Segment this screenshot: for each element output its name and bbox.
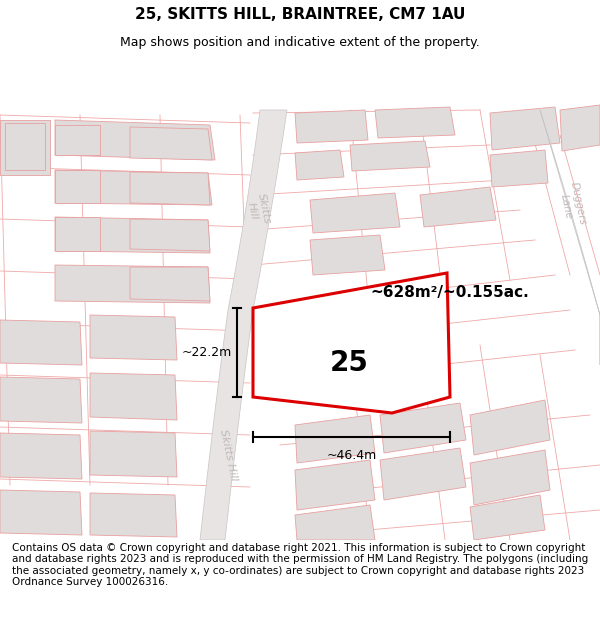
Polygon shape (310, 193, 400, 233)
Polygon shape (0, 377, 82, 423)
Polygon shape (0, 433, 82, 479)
Polygon shape (560, 105, 600, 151)
Polygon shape (90, 315, 177, 360)
Text: ~46.4m: ~46.4m (326, 449, 377, 462)
Polygon shape (253, 273, 450, 413)
Polygon shape (5, 123, 45, 170)
Text: Skitts Hill: Skitts Hill (218, 428, 238, 482)
Polygon shape (420, 187, 496, 227)
Polygon shape (295, 505, 375, 540)
Polygon shape (90, 493, 177, 537)
Polygon shape (90, 431, 177, 477)
Polygon shape (55, 170, 212, 205)
Polygon shape (55, 217, 210, 253)
Polygon shape (470, 400, 550, 455)
Polygon shape (350, 141, 430, 171)
Polygon shape (470, 495, 545, 540)
Polygon shape (0, 490, 82, 535)
Polygon shape (130, 127, 212, 160)
Polygon shape (490, 150, 548, 187)
Text: Duggers
Lane: Duggers Lane (557, 181, 587, 229)
Polygon shape (55, 217, 100, 251)
Polygon shape (375, 107, 455, 138)
Polygon shape (295, 415, 375, 463)
Polygon shape (380, 448, 466, 500)
Polygon shape (295, 150, 344, 180)
Polygon shape (130, 267, 210, 301)
Polygon shape (540, 110, 600, 365)
Text: Contains OS data © Crown copyright and database right 2021. This information is : Contains OS data © Crown copyright and d… (12, 542, 588, 588)
Polygon shape (55, 120, 215, 160)
Polygon shape (380, 403, 466, 453)
Polygon shape (130, 172, 210, 205)
Polygon shape (55, 265, 210, 303)
Polygon shape (0, 320, 82, 365)
Polygon shape (55, 170, 100, 203)
Polygon shape (200, 110, 287, 540)
Text: Map shows position and indicative extent of the property.: Map shows position and indicative extent… (120, 36, 480, 49)
Polygon shape (55, 125, 100, 155)
Polygon shape (0, 120, 50, 175)
Polygon shape (90, 373, 177, 420)
Polygon shape (470, 450, 550, 505)
Text: Skitts
Hill: Skitts Hill (244, 192, 272, 228)
Polygon shape (295, 460, 375, 510)
Polygon shape (295, 110, 368, 143)
Polygon shape (310, 235, 385, 275)
Polygon shape (130, 219, 210, 251)
Polygon shape (490, 107, 560, 150)
Text: ~22.2m: ~22.2m (182, 346, 232, 359)
Text: 25, SKITTS HILL, BRAINTREE, CM7 1AU: 25, SKITTS HILL, BRAINTREE, CM7 1AU (135, 8, 465, 22)
Text: ~628m²/~0.155ac.: ~628m²/~0.155ac. (370, 286, 529, 301)
Text: 25: 25 (329, 349, 368, 377)
